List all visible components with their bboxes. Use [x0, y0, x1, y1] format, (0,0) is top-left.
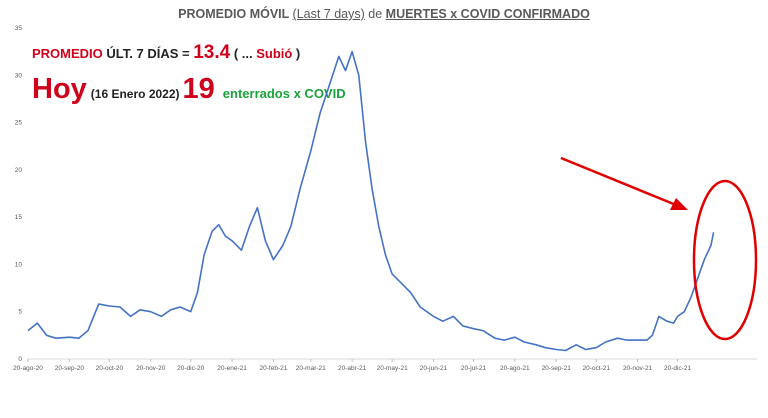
paren-open: ( ... [230, 46, 257, 61]
x-tick-label: 20-dic-21 [664, 365, 691, 372]
x-tick-label: 20-oct-20 [96, 365, 124, 372]
x-tick-label: 20-ago-21 [500, 365, 530, 372]
title-part-4: MUERTES x COVID CONFIRMADO [385, 7, 590, 21]
series-line [27, 50, 715, 352]
y-tick-label: 15 [15, 214, 23, 221]
title-part-1: PROMEDIO MÓVIL [178, 7, 293, 21]
x-tick-label: 20-nov-20 [136, 365, 166, 372]
average-label: PROMEDIO [32, 46, 103, 61]
change-text: Subió [256, 46, 293, 61]
y-tick-label: 10 [15, 261, 23, 268]
today-count: 19 [182, 73, 215, 105]
chart-title: PROMEDIO MÓVIL (Last 7 days) de MUERTES … [0, 7, 768, 21]
y-tick-label: 0 [18, 356, 22, 363]
x-tick-label: 20-dic-20 [177, 365, 204, 372]
today-caption: enterrados x COVID [222, 86, 346, 101]
x-tick-label: 20-sep-21 [542, 365, 572, 372]
average-middle-text: ÚLT. 7 DÍAS = [102, 46, 194, 61]
title-part-2: (Last 7 days) [292, 7, 365, 21]
today-stat: Hoy (16 Enero 2022) 19 enterrados x COVID [32, 73, 346, 106]
x-tick-label: 20-abr-21 [338, 365, 367, 372]
x-axis: 20-ago-20 20-sep-20 20-oct-20 20-nov-20 20-d… [13, 358, 757, 372]
y-tick-label: 35 [15, 25, 23, 32]
y-tick-label: 20 [15, 167, 23, 174]
y-tick-label: 5 [18, 309, 22, 316]
x-tick-label: 20-oct-21 [582, 365, 610, 372]
x-tick-label: 20-feb-21 [260, 365, 288, 372]
x-tick-label: 20-ago-20 [13, 365, 43, 372]
today-date: (16 Enero 2022) [90, 87, 180, 101]
annotation-ellipse [692, 179, 758, 341]
x-tick-label: 20-sep-20 [55, 365, 85, 372]
x-tick-label: 20-mar-21 [296, 365, 326, 372]
today-label: Hoy [32, 73, 87, 105]
average-stat: PROMEDIO ÚLT. 7 DÍAS = 13.4 ( ... Subió … [32, 42, 300, 64]
y-tick-label: 30 [15, 72, 23, 79]
x-tick-label: 20-may-21 [377, 365, 408, 372]
title-part-3: de [364, 7, 386, 21]
y-tick-label: 25 [15, 120, 23, 127]
y-axis: 0 5 10 15 20 25 30 35 [15, 25, 23, 363]
annotation-arrow-head [670, 198, 688, 210]
paren-close: ) [292, 46, 301, 61]
annotation-arrow-shaft [560, 156, 677, 207]
x-tick-label: 20-nov-21 [623, 365, 653, 372]
x-tick-label: 20-ene-21 [217, 365, 247, 372]
x-tick-label: 20-jul-21 [461, 365, 487, 372]
x-tick-label: 20-jun-21 [420, 365, 448, 372]
average-value: 13.4 [193, 42, 231, 63]
